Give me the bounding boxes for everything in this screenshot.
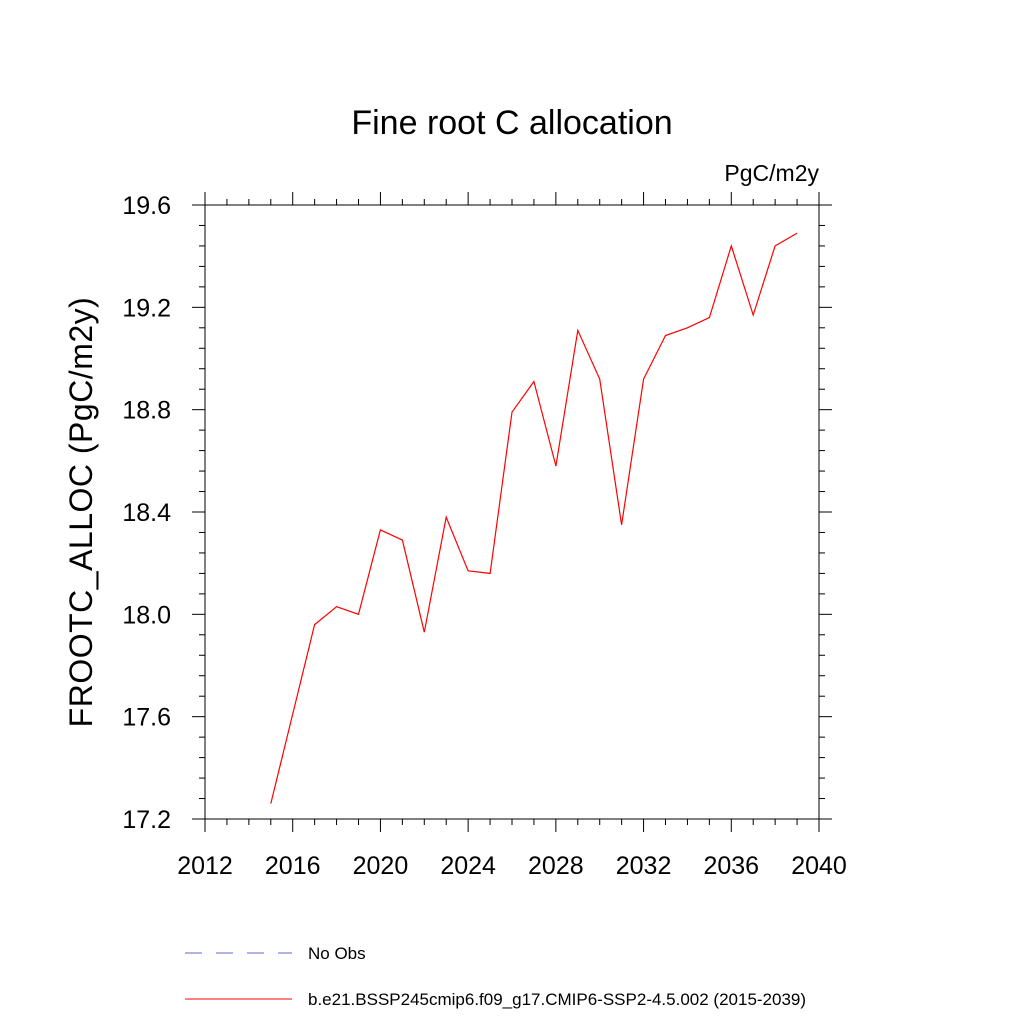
y-tick-label: 18.4 bbox=[122, 499, 171, 527]
y-tick-label: 17.6 bbox=[122, 704, 171, 732]
y-axis-ticks: 17.2 17.6 18.0 18.4 18.8 19.2 19.6 bbox=[122, 192, 832, 834]
y-tick-label: 18.0 bbox=[122, 601, 171, 629]
plot-frame bbox=[204, 204, 820, 820]
x-tick-label: 2020 bbox=[353, 852, 409, 880]
y-tick-label: 17.2 bbox=[122, 806, 171, 834]
y-tick-label: 18.8 bbox=[122, 397, 171, 425]
x-tick-label: 2040 bbox=[791, 852, 847, 880]
x-tick-label: 2032 bbox=[616, 852, 672, 880]
x-axis-ticks: 2012 2016 2020 2024 2028 2032 2036 2040 bbox=[177, 192, 847, 880]
series-layer bbox=[270, 232, 798, 804]
legend-label: b.e21.BSSP245cmip6.f09_g17.CMIP6-SSP2-4.… bbox=[308, 990, 806, 1009]
units-label: PgC/m2y bbox=[724, 160, 819, 186]
y-tick-label: 19.6 bbox=[122, 192, 171, 220]
x-tick-label: 2016 bbox=[265, 852, 321, 880]
legend: No Obs b.e21.BSSP245cmip6.f09_g17.CMIP6-S… bbox=[185, 944, 806, 1009]
x-tick-label: 2036 bbox=[703, 852, 759, 880]
x-tick-label: 2012 bbox=[177, 852, 233, 880]
series-line-0 bbox=[270, 232, 798, 804]
y-axis-label: FROOTC_ALLOC (PgC/m2y) bbox=[63, 297, 99, 728]
x-tick-label: 2028 bbox=[528, 852, 584, 880]
y-tick-label: 19.2 bbox=[122, 294, 171, 322]
x-tick-label: 2024 bbox=[440, 852, 496, 880]
legend-label: No Obs bbox=[308, 944, 366, 963]
chart-title: Fine root C allocation bbox=[351, 104, 672, 142]
